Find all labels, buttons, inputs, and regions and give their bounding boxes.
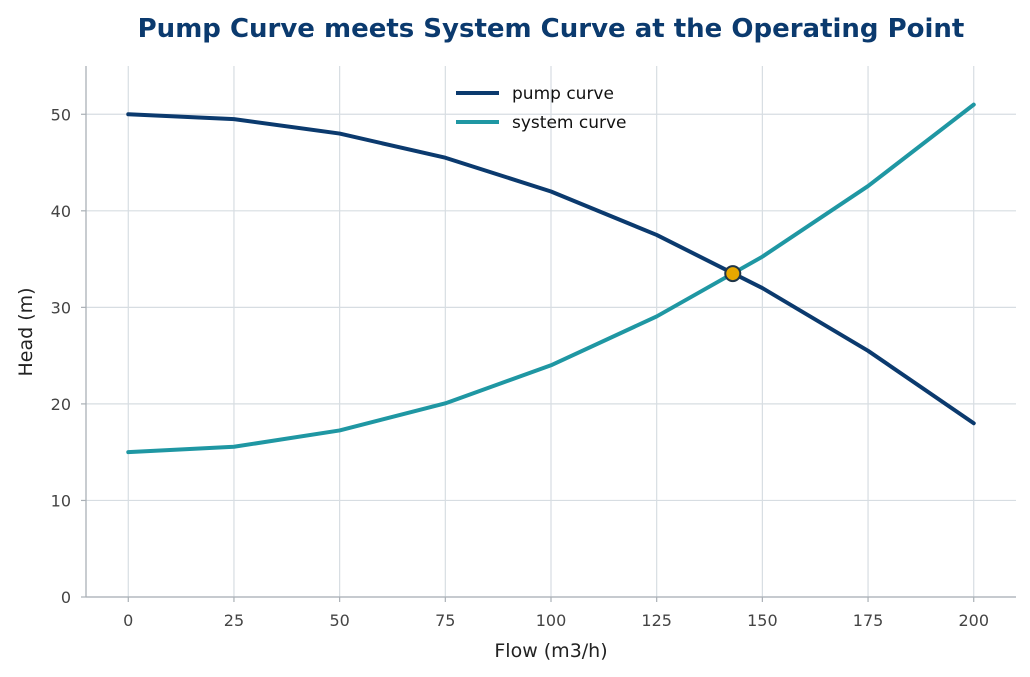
y-tick-label: 50 <box>51 105 71 124</box>
pump-curve-line <box>126 112 976 426</box>
legend-label: pump curve <box>512 84 614 104</box>
chart-title: Pump Curve meets System Curve at the Ope… <box>138 14 965 44</box>
x-tick-label: 25 <box>224 611 244 630</box>
x-tick-label: 125 <box>641 611 672 630</box>
operating-point <box>724 265 742 283</box>
x-axis-label: Flow (m3/h) <box>494 640 607 662</box>
legend: pump curve system curve <box>456 84 627 133</box>
x-tick-label: 150 <box>747 611 778 630</box>
x-tick-label: 0 <box>123 611 133 630</box>
x-tick-label: 175 <box>853 611 884 630</box>
y-axis-label: Head (m) <box>15 287 37 376</box>
axes <box>81 66 1016 602</box>
x-tick-label: 100 <box>536 611 567 630</box>
x-tick-label: 50 <box>329 611 349 630</box>
y-tick-label: 0 <box>61 588 71 607</box>
y-tick-label: 40 <box>51 202 71 221</box>
system-curve-line <box>126 102 976 455</box>
tick-labels: 0 25 50 75 100 125 150 175 200 0 10 20 30 40 50 <box>51 105 989 630</box>
operating-point-layer <box>724 265 742 283</box>
series <box>126 102 976 455</box>
x-tick-label: 75 <box>435 611 455 630</box>
y-tick-label: 10 <box>51 491 71 510</box>
y-tick-label: 30 <box>51 298 71 317</box>
grid <box>86 66 1016 598</box>
y-tick-label: 20 <box>51 395 71 414</box>
x-tick-label: 200 <box>958 611 989 630</box>
legend-label: system curve <box>512 113 627 133</box>
